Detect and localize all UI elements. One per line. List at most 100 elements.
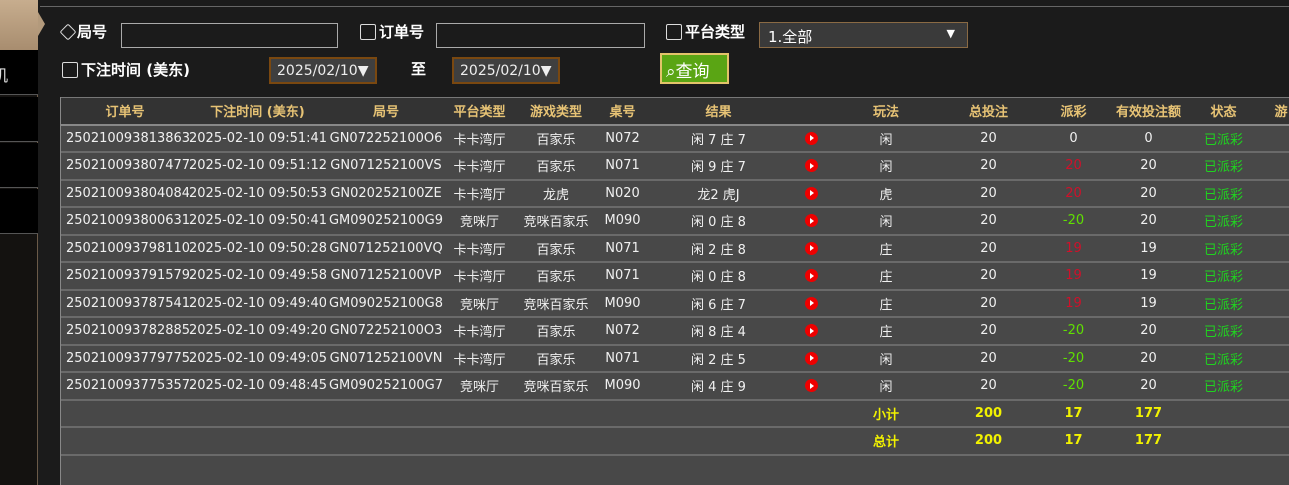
table-row: 250210093804084 2025-02-10 09:50:53 GN0202… (61, 179, 1289, 208)
cell: 竞咪厅 (446, 207, 513, 236)
cell: 闲 (831, 124, 941, 153)
cell: N020 (599, 179, 646, 208)
table-row: 250210093813863 2025-02-10 09:51:41 GN0722… (61, 124, 1289, 153)
cell: 庄 (831, 289, 941, 318)
cell (61, 399, 189, 428)
video-cell (791, 317, 831, 346)
cell: 19 (1111, 289, 1186, 318)
chevron-down-icon: ▼ (946, 27, 955, 40)
play-video-icon[interactable] (804, 131, 818, 145)
status-badge: 已派彩 (1186, 262, 1261, 291)
cell: M090 (599, 207, 646, 236)
cell: 龙2 虎J (646, 179, 791, 208)
play-video-icon[interactable] (804, 159, 818, 173)
date-from-picker[interactable]: 2025/02/10▼ (269, 57, 377, 84)
cell (1261, 344, 1289, 373)
play-video-icon[interactable] (804, 214, 818, 228)
cell: N071 (599, 344, 646, 373)
cell (1261, 317, 1289, 346)
cell: 20 (941, 152, 1036, 181)
status-badge: 已派彩 (1186, 179, 1261, 208)
play-video-icon[interactable] (804, 296, 818, 310)
cell: 2025-02-10 09:49:58 (189, 262, 326, 291)
cell: 闲 (831, 372, 941, 401)
cell: 2025-02-10 09:50:41 (189, 207, 326, 236)
round-input[interactable] (121, 23, 338, 48)
sidebar-item-active[interactable] (0, 0, 38, 50)
play-video-icon[interactable] (804, 379, 818, 393)
payout-cell: 19 (1036, 262, 1111, 291)
cell: GN071252100VP (326, 262, 446, 291)
cell: 20 (941, 262, 1036, 291)
cell: GN071252100VQ (326, 234, 446, 263)
column-header: 下注时间 (美东) (189, 97, 326, 126)
cell: 20 (941, 289, 1036, 318)
sidebar-item[interactable] (0, 143, 38, 188)
query-button[interactable]: ⌕查询 (660, 53, 729, 84)
sidebar-item[interactable] (0, 50, 38, 95)
sidebar-item[interactable] (0, 97, 38, 142)
cell (1186, 399, 1261, 428)
cell: GN071252100VN (326, 344, 446, 373)
cell: 庄 (831, 262, 941, 291)
cell (1261, 152, 1289, 181)
play-video-icon[interactable] (804, 269, 818, 283)
time-label: 下注时间 (美东) (62, 59, 190, 80)
clipboard-icon (360, 23, 376, 40)
cell (646, 427, 791, 456)
cell (446, 427, 513, 456)
cell: 卡卡湾厅 (446, 344, 513, 373)
subtotal-row: 小计 200 17 177 (61, 399, 1289, 428)
payout-cell: -20 (1036, 372, 1111, 401)
cell: 闲 7 庄 7 (646, 124, 791, 153)
payout-cell: 19 (1036, 289, 1111, 318)
cell: 2025-02-10 09:50:28 (189, 234, 326, 263)
cell (1261, 427, 1289, 456)
cell (1261, 207, 1289, 236)
cell: 2025-02-10 09:49:05 (189, 344, 326, 373)
cell: 20 (1111, 372, 1186, 401)
cell: 19 (1111, 262, 1186, 291)
order-input[interactable] (436, 23, 645, 48)
video-cell (791, 344, 831, 373)
cell: 2025-02-10 09:48:45 (189, 372, 326, 401)
platform-label: 平台类型 (666, 21, 745, 42)
column-header: 游 (1261, 97, 1289, 126)
cell (61, 427, 189, 456)
cell: 卡卡湾厅 (446, 152, 513, 181)
bet-records-table: 订单号 下注时间 (美东) 局号 平台类型 游戏类型 桌号 结果 玩法 总投注 派彩 有效投注额 状态… (60, 97, 1289, 485)
active-arrow (38, 12, 45, 36)
play-video-icon[interactable] (804, 351, 818, 365)
cell: 竞咪百家乐 (513, 289, 599, 318)
play-video-icon[interactable] (804, 324, 818, 338)
cell: N071 (599, 152, 646, 181)
play-video-icon[interactable] (804, 241, 818, 255)
column-header: 有效投注额 (1111, 97, 1186, 126)
payout-cell: 19 (1036, 234, 1111, 263)
platform-select[interactable]: 1.全部 ▼ (759, 22, 968, 48)
status-badge: 已派彩 (1186, 234, 1261, 263)
video-cell (791, 234, 831, 263)
cell: 20 (941, 124, 1036, 153)
cell: 闲 (831, 344, 941, 373)
divider (40, 6, 1289, 7)
cell: 闲 9 庄 7 (646, 152, 791, 181)
cell: 闲 (831, 152, 941, 181)
cell: 250210093798110 (61, 234, 189, 263)
cell: 百家乐 (513, 234, 599, 263)
column-header: 订单号 (61, 97, 189, 126)
table-row: 250210093800631 2025-02-10 09:50:41 GM0902… (61, 207, 1289, 236)
subtotal-total-bet: 200 (941, 399, 1036, 428)
date-to-picker[interactable]: 2025/02/10▼ (452, 57, 560, 84)
payout-cell: -20 (1036, 344, 1111, 373)
cell: 卡卡湾厅 (446, 124, 513, 153)
video-cell (791, 262, 831, 291)
table-row: 250210093782885 2025-02-10 09:49:20 GN0722… (61, 317, 1289, 346)
status-badge: 已派彩 (1186, 124, 1261, 153)
play-video-icon[interactable] (804, 186, 818, 200)
server-icon (666, 23, 682, 40)
sidebar-item[interactable] (0, 189, 38, 234)
cell: 卡卡湾厅 (446, 262, 513, 291)
cell: 龙虎 (513, 179, 599, 208)
cell: GN020252100ZE (326, 179, 446, 208)
